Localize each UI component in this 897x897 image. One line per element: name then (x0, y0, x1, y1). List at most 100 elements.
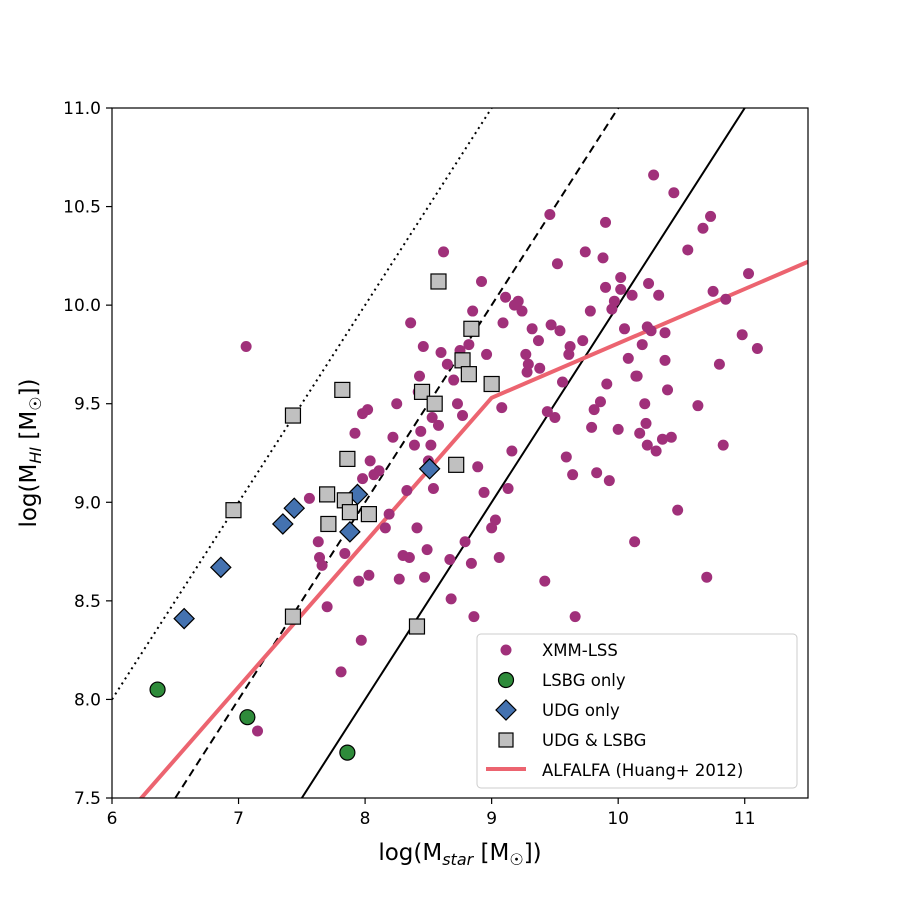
xmm-point-116 (672, 504, 684, 516)
udg-lsbg-point-1 (284, 407, 302, 424)
xmm-point-140 (659, 327, 671, 339)
xmm-point-85 (579, 246, 591, 258)
xmm-point-84 (577, 335, 589, 347)
xmm-point-63 (500, 291, 512, 303)
xmm-point-17 (364, 455, 376, 467)
legend-box (476, 633, 798, 789)
legend-marker-udg (495, 699, 517, 721)
xmm-point-88 (591, 467, 603, 479)
xmm-point-99 (622, 352, 634, 364)
xmm-point-44 (441, 358, 453, 370)
udg-lsbg-point-14 (448, 456, 465, 473)
xmm-point-93 (603, 475, 615, 487)
x-axis-label: log(Mstar [M☉]) (378, 840, 541, 869)
udg-lsbg-point-9 (360, 506, 377, 523)
alfalfa-line-group (138, 259, 808, 798)
xmm-point-1 (252, 725, 264, 737)
reference-line-dotted (112, 108, 493, 700)
x-tick-label-5: 11 (734, 809, 756, 829)
xmm-point-134 (544, 208, 556, 220)
xmm-point-67 (512, 295, 524, 307)
xmm-point-136 (600, 281, 612, 293)
udg-lsbg-point-15 (454, 352, 471, 369)
xmm-point-126 (736, 329, 748, 341)
xmm-point-100 (626, 289, 638, 301)
xmm-point-34 (417, 341, 429, 353)
xmm-point-118 (692, 400, 704, 412)
xmm-point-78 (554, 325, 566, 337)
xmm-point-8 (339, 548, 351, 560)
xmm-point-109 (650, 445, 662, 457)
xmm-point-6 (321, 601, 333, 613)
xmm-point-3 (312, 536, 324, 548)
xmm-point-52 (463, 339, 475, 351)
xmm-point-104 (636, 339, 648, 351)
y-tick-label-1: 8.0 (74, 690, 101, 710)
xmm-point-103 (634, 427, 646, 439)
xmm-point-51 (459, 536, 471, 548)
udg-lsbg-point-10 (408, 618, 426, 635)
y-tick-label-4: 9.5 (74, 395, 101, 415)
xmm-point-132 (586, 421, 598, 433)
legend-marker-lsbg (497, 671, 515, 689)
xmm-point-113 (662, 384, 674, 396)
legend-marker-both (498, 732, 514, 748)
y-label-prefix: log(M (16, 464, 42, 528)
xmm-point-79 (557, 376, 569, 388)
xmm-point-101 (629, 536, 641, 548)
xmm-point-22 (387, 431, 399, 443)
y-tick-label-3: 9.0 (74, 493, 101, 513)
xmm-point-121 (705, 210, 717, 222)
udg-point-6 (418, 457, 441, 480)
xmm-point-10 (349, 427, 361, 439)
xmm-point-56 (476, 275, 488, 287)
xmm-point-110 (653, 289, 665, 301)
lsbg-point-1 (239, 709, 256, 726)
xmm-point-32 (414, 370, 426, 382)
xmm-point-64 (502, 482, 514, 494)
xmm-point-135 (521, 366, 533, 378)
xmm-point-19 (373, 465, 385, 477)
xmm-point-43 (438, 246, 450, 258)
xmm-point-29 (408, 439, 420, 451)
xmm-point-141 (532, 335, 544, 347)
xmm-point-90 (597, 252, 609, 264)
xmm-point-5 (316, 559, 328, 571)
xmm-point-97 (615, 272, 627, 284)
xmm-point-50 (457, 410, 469, 422)
x-label-sun: ☉ (509, 850, 523, 869)
xmm-point-115 (668, 187, 680, 199)
xmm-point-65 (506, 445, 518, 457)
xmm-point-7 (335, 666, 347, 678)
xmm-point-27 (403, 551, 415, 563)
xmm-lss-series (240, 169, 763, 737)
xmm-point-91 (600, 216, 612, 228)
xmm-point-137 (615, 283, 627, 295)
xmm-point-124 (717, 439, 729, 451)
xmm-point-69 (520, 348, 532, 360)
udg-lsbg-point-4 (320, 515, 337, 533)
xmm-point-87 (588, 404, 600, 416)
xmm-point-96 (612, 423, 624, 435)
udg-lsbg-point-3 (319, 486, 336, 503)
xmm-point-71 (526, 323, 538, 335)
x-tick-label-1: 7 (233, 809, 244, 829)
x-label-prefix: log(M (378, 840, 442, 866)
udg-point-4 (339, 521, 361, 543)
xmm-point-41 (432, 419, 444, 431)
xmm-point-46 (445, 593, 457, 605)
xmm-point-123 (713, 358, 725, 370)
xmm-point-12 (355, 634, 367, 646)
udg-lsbg-point-5 (334, 381, 351, 399)
xmm-point-48 (451, 398, 463, 410)
x-axis: 6 7 8 9 10 11 (107, 798, 756, 829)
x-label-end: ]) (524, 840, 542, 866)
lsbg-point-2 (339, 744, 356, 761)
udg-lsbg-point-16 (460, 366, 477, 383)
udg-lsbg-point-12 (426, 395, 443, 412)
xmm-point-76 (549, 412, 561, 424)
xmm-point-39 (426, 412, 438, 424)
y-axis-label: log(MHI [M☉]) (16, 378, 45, 527)
xmm-point-30 (411, 522, 423, 534)
y-label-sub: HI (26, 447, 45, 464)
